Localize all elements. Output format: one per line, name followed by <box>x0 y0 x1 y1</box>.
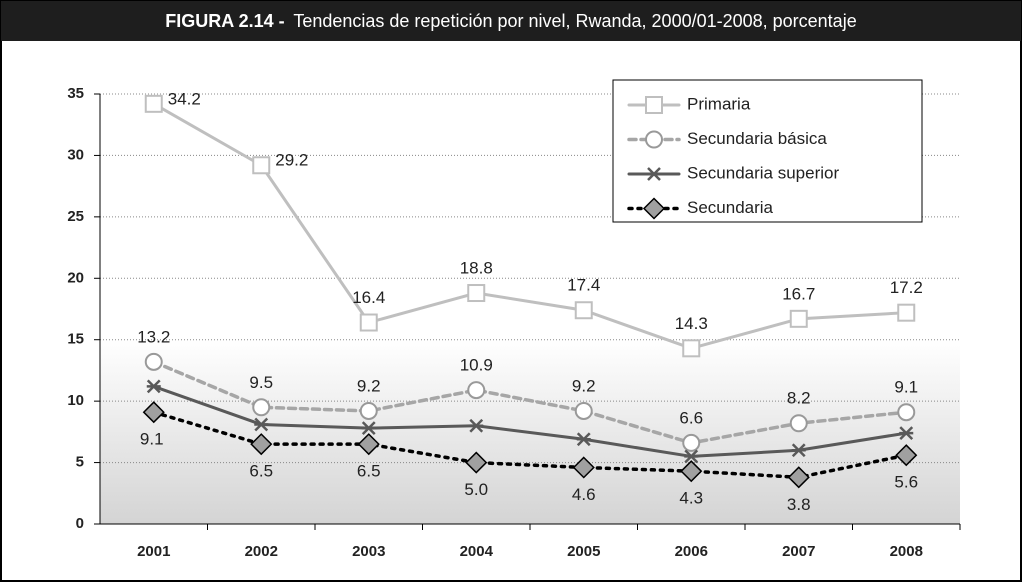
data-label: 5.0 <box>464 480 488 499</box>
data-label: 6.5 <box>357 462 381 481</box>
y-tick-label: 25 <box>67 208 84 225</box>
x-tick-label: 2005 <box>567 543 600 560</box>
x-tick-label: 2002 <box>245 543 278 560</box>
data-label: 8.2 <box>787 389 811 408</box>
x-tick-label: 2003 <box>352 543 385 560</box>
marker-cross <box>146 379 161 394</box>
marker-square <box>574 301 593 320</box>
data-label: 4.3 <box>679 489 703 508</box>
marker-cross <box>684 449 699 464</box>
x-tick-label: 2007 <box>782 543 815 560</box>
legend-label: Secundaria superior <box>687 163 839 182</box>
series-line <box>152 102 908 350</box>
data-label: 16.7 <box>782 284 815 303</box>
marker-diamond <box>572 456 595 479</box>
marker-circle <box>359 401 378 420</box>
y-tick-label: 20 <box>67 269 84 286</box>
marker-cross <box>647 167 661 181</box>
marker-diamond <box>142 401 165 424</box>
y-tick-label: 30 <box>67 146 84 163</box>
title-bar <box>1 1 1021 41</box>
legend-label: Primaria <box>687 94 751 113</box>
marker-circle <box>574 401 593 420</box>
x-tick-label: 2008 <box>890 543 923 560</box>
marker-square <box>359 313 378 332</box>
legend-label: Secundaria <box>687 198 774 217</box>
marker-cross <box>791 443 806 458</box>
title-text: Tendencias de repetición por nivel, Rwan… <box>293 11 856 31</box>
marker-cross <box>576 432 591 447</box>
x-tick-label: 2004 <box>460 543 494 560</box>
data-label: 14.3 <box>675 314 708 333</box>
data-label: 13.2 <box>137 327 170 346</box>
data-label: 6.5 <box>249 462 273 481</box>
data-label: 16.4 <box>352 288 385 307</box>
marker-diamond <box>642 197 666 220</box>
chart-title: FIGURA 2.14 - Tendencias de repetición p… <box>165 11 856 31</box>
marker-circle <box>682 433 701 452</box>
legend-label: Secundaria básica <box>687 129 827 148</box>
marker-diamond <box>465 451 488 474</box>
marker-diamond <box>250 433 273 456</box>
marker-diamond <box>680 460 703 483</box>
y-tick-label: 15 <box>67 331 84 348</box>
x-tick-label: 2006 <box>675 543 708 560</box>
marker-circle <box>789 414 808 433</box>
data-label: 17.4 <box>567 276 600 295</box>
data-label: 9.1 <box>140 430 164 449</box>
data-label: 6.6 <box>679 408 703 427</box>
y-tick-label: 0 <box>76 515 84 532</box>
marker-circle <box>252 398 271 417</box>
marker-cross <box>254 417 269 432</box>
data-label: 9.2 <box>572 376 596 395</box>
y-tick-label: 5 <box>76 454 84 471</box>
series-line <box>152 360 908 445</box>
marker-diamond <box>357 433 380 456</box>
marker-square <box>252 156 271 175</box>
series-line <box>152 384 908 458</box>
marker-cross <box>469 418 484 433</box>
marker-diamond <box>895 444 918 467</box>
marker-circle <box>144 352 163 371</box>
marker-square <box>645 96 663 114</box>
marker-square <box>144 94 163 113</box>
data-label: 17.2 <box>890 278 923 297</box>
data-label: 18.8 <box>460 259 493 278</box>
marker-diamond <box>787 466 810 489</box>
x-tick-label: 2001 <box>137 543 170 560</box>
marker-circle <box>897 403 916 422</box>
title-label: FIGURA 2.14 - <box>165 11 284 31</box>
y-tick-label: 35 <box>67 85 84 102</box>
y-tick-label: 10 <box>67 392 84 409</box>
data-label: 5.6 <box>894 473 918 492</box>
data-label: 10.9 <box>460 356 493 375</box>
data-label: 3.8 <box>787 495 811 514</box>
data-label: 29.2 <box>275 151 308 170</box>
marker-cross <box>899 426 914 440</box>
marker-square <box>682 339 701 358</box>
marker-circle <box>645 130 663 149</box>
data-label: 4.6 <box>572 485 596 504</box>
marker-square <box>897 303 916 322</box>
marker-circle <box>467 381 486 400</box>
data-label: 34.2 <box>168 89 201 108</box>
series-line <box>152 410 908 480</box>
data-label: 9.1 <box>894 378 918 397</box>
marker-cross <box>361 421 376 436</box>
data-label: 9.5 <box>249 373 273 392</box>
data-label: 9.2 <box>357 376 381 395</box>
marker-square <box>789 309 808 328</box>
marker-square <box>467 284 486 303</box>
